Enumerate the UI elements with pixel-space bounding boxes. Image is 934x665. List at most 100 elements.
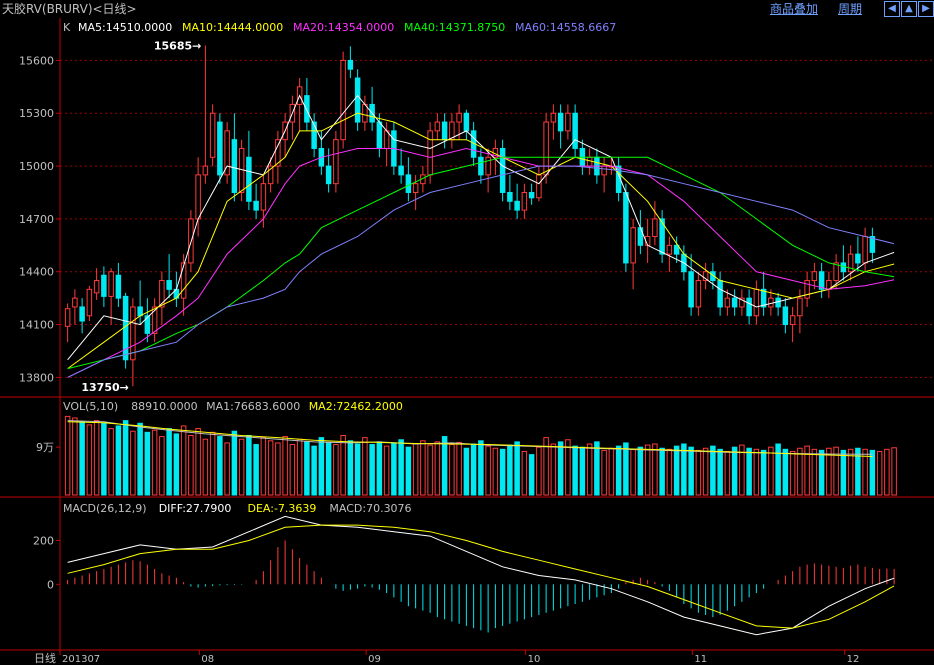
candle-body	[673, 244, 680, 255]
macd-legend: MACD(26,12,9) DIFF:27.7900 DEA:-7.3639 MACD…	[63, 502, 412, 515]
volume-bar	[217, 436, 223, 496]
volume-bar	[347, 440, 354, 496]
candle-body	[710, 271, 716, 282]
volume-bar	[405, 446, 412, 496]
candle-body	[93, 280, 100, 294]
volume-bar	[463, 447, 470, 496]
volume-bar	[478, 440, 484, 496]
volume-bar	[543, 437, 549, 496]
volume-bar	[739, 444, 745, 496]
candle-body	[347, 59, 354, 70]
candle-body	[304, 95, 310, 123]
price-legend-entry: MA5:14510.0000	[78, 21, 172, 34]
volume-bar	[72, 417, 78, 496]
volume-bar	[789, 450, 796, 496]
candle-body	[724, 297, 731, 308]
candle-body	[209, 112, 216, 158]
nav-left-icon[interactable]: ◀	[884, 1, 900, 17]
candle-body	[441, 121, 448, 141]
volume-bar	[391, 442, 397, 496]
volume-bar	[499, 448, 506, 496]
price-legend: K MA5:14510.0000 MA10:14444.0000 MA20:14354…	[63, 21, 616, 34]
nav-up-icon[interactable]: ▲	[901, 1, 917, 17]
candle-body	[478, 156, 484, 176]
candle-body	[507, 191, 513, 202]
candle-body	[434, 121, 441, 132]
volume-legend-entry: MA1:76683.6000	[206, 400, 300, 413]
candle-body	[224, 130, 230, 176]
volume-ma2-line	[67, 421, 873, 457]
volume-bar	[275, 442, 281, 496]
candle-body	[536, 174, 542, 199]
volume-bar	[862, 448, 868, 496]
candle-body	[325, 165, 332, 185]
candle-body	[86, 288, 93, 317]
volume-bar	[420, 440, 426, 496]
volume-bar	[746, 447, 752, 496]
period-link[interactable]: 周期	[838, 2, 863, 16]
volume-bar	[195, 428, 201, 496]
volume-bars	[64, 415, 897, 496]
volume-bar	[536, 446, 542, 496]
volume-bar	[188, 435, 194, 496]
volume-bar	[282, 436, 288, 496]
candle-body	[543, 121, 549, 176]
volume-bar	[659, 447, 665, 496]
volume-bar	[311, 445, 317, 496]
candle-body	[267, 165, 274, 185]
candle-body	[246, 156, 252, 202]
volume-bar	[325, 442, 332, 496]
volume-bar	[507, 444, 513, 496]
chart-frame	[0, 18, 934, 651]
candle-body	[739, 297, 745, 308]
price-legend-entry: MA60:14558.6667	[515, 21, 616, 34]
volume-bar	[688, 446, 694, 496]
candle-body	[202, 165, 209, 176]
x-tick-label: 201307	[62, 654, 100, 665]
candle-body	[333, 139, 339, 185]
volume-bar	[151, 429, 158, 496]
volume-bar	[855, 447, 861, 496]
macd-dea-line	[67, 524, 895, 629]
price-tick-label: 14700	[19, 213, 54, 226]
candle-body	[72, 297, 78, 308]
volume-bar	[637, 446, 644, 496]
volume-bar	[93, 420, 100, 496]
volume-bar	[64, 415, 71, 496]
volume-bar	[775, 443, 781, 496]
volume-bar	[521, 450, 528, 496]
volume-bar	[137, 422, 143, 496]
volume-bar	[267, 440, 274, 496]
volume-bar	[492, 447, 499, 496]
volume-bar	[166, 428, 172, 496]
commodity-overlay-link[interactable]: 商品叠加	[770, 2, 819, 16]
volume-bar	[753, 448, 760, 496]
candle-body	[847, 253, 854, 273]
candle-body	[195, 174, 201, 220]
candle-body	[456, 112, 462, 123]
volume-bar	[108, 428, 114, 496]
volume-bar	[840, 449, 847, 496]
price-legend-entry: MA10:14444.0000	[182, 21, 283, 34]
volume-bar	[681, 443, 687, 496]
x-tick-label: 11	[694, 654, 707, 665]
macd-histogram	[67, 540, 895, 633]
candle-body	[108, 271, 114, 297]
candle-body	[398, 165, 404, 176]
volume-bar	[173, 433, 180, 496]
x-tick-label: 09	[368, 654, 381, 665]
volume-bar	[340, 435, 346, 496]
volume-bar	[398, 439, 404, 496]
price-ma20-line	[67, 147, 895, 378]
candle-body	[115, 274, 122, 299]
macd-lines	[67, 515, 895, 636]
volume-bar	[623, 442, 629, 496]
candle-body	[64, 308, 71, 327]
candle-body	[659, 218, 665, 255]
price-tick-label: 15300	[19, 107, 54, 120]
candle-body	[557, 112, 564, 132]
candle-body	[340, 59, 346, 141]
candle-body	[840, 262, 847, 273]
candlesticks	[64, 45, 876, 387]
